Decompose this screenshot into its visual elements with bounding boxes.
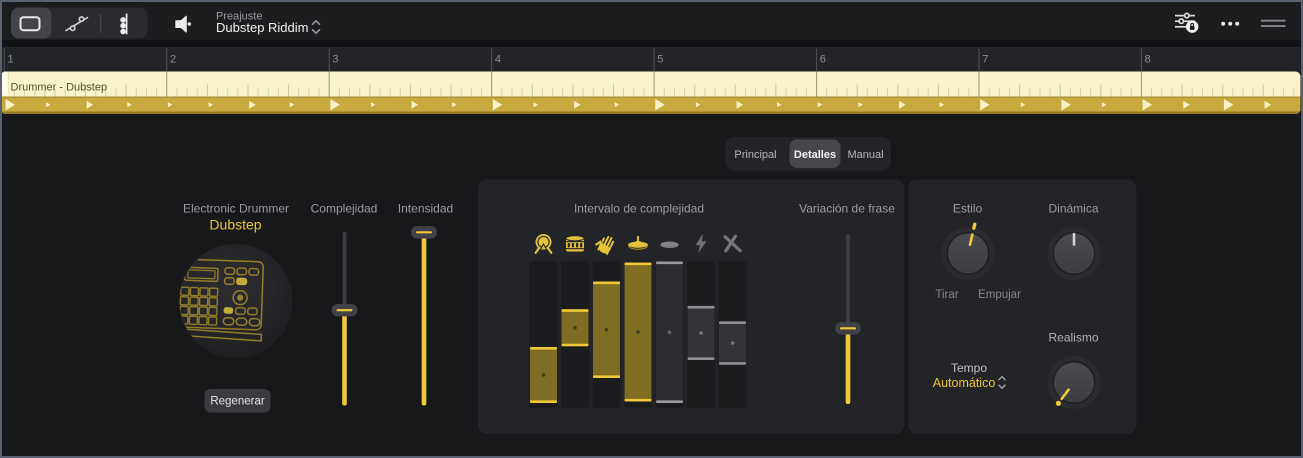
svg-text:Automático: Automático [933,376,996,390]
svg-text:Complejidad: Complejidad [311,202,378,216]
svg-text:Variación de frase: Variación de frase [799,202,895,216]
svg-text:3: 3 [332,53,338,65]
svg-text:Realismo: Realismo [1048,331,1098,345]
svg-text:Preajuste: Preajuste [216,11,262,23]
svg-text:Intensidad: Intensidad [398,202,453,216]
svg-text:2: 2 [170,53,176,65]
svg-text:Estilo: Estilo [953,202,983,216]
svg-text:Intervalo de complejidad: Intervalo de complejidad [574,202,704,216]
svg-text:Tempo: Tempo [951,361,987,375]
svg-text:Regenerar: Regenerar [210,396,265,408]
svg-text:6: 6 [820,53,826,65]
svg-text:8: 8 [1145,53,1151,65]
svg-text:5: 5 [657,53,663,65]
svg-text:Detalles: Detalles [794,149,836,161]
svg-text:Manual: Manual [847,149,883,161]
svg-text:Dubstep Riddim: Dubstep Riddim [216,20,309,35]
svg-text:Principal: Principal [734,149,776,161]
svg-text:Dubstep: Dubstep [209,217,261,233]
svg-text:4: 4 [495,53,501,65]
svg-text:Empujar: Empujar [978,289,1021,301]
svg-text:1: 1 [8,53,14,65]
svg-text:Dinámica: Dinámica [1048,202,1098,216]
svg-text:7: 7 [982,53,988,65]
svg-text:Drummer - Dubstep: Drummer - Dubstep [11,82,108,94]
svg-text:Tirar: Tirar [935,289,958,301]
svg-text:Electronic Drummer: Electronic Drummer [183,202,289,216]
